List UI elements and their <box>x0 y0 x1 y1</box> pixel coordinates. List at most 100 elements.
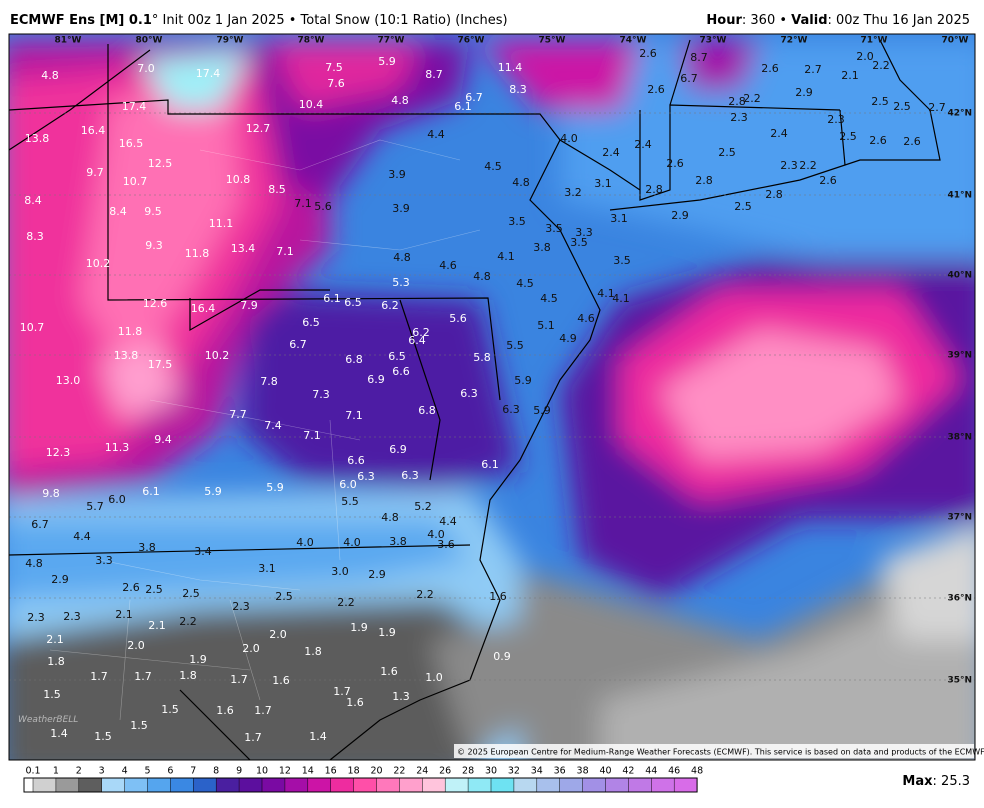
snow-value: 6.5 <box>302 316 320 329</box>
snow-value: 2.1 <box>841 69 859 82</box>
snow-value: 5.9 <box>533 404 551 417</box>
snow-value: 6.8 <box>418 404 436 417</box>
snow-value: 11.1 <box>209 217 234 230</box>
snow-value: 5.6 <box>314 200 332 213</box>
snow-value: 5.9 <box>266 481 284 494</box>
snow-value: 3.8 <box>533 241 551 254</box>
snow-value: 3.6 <box>437 538 455 551</box>
longitude-label: 73°W <box>700 36 727 46</box>
snow-value: 6.4 <box>408 334 426 347</box>
snow-value: 4.8 <box>391 94 409 107</box>
snow-value: 6.1 <box>481 458 499 471</box>
snow-value: 2.2 <box>872 59 890 72</box>
colorbar-cell <box>674 778 698 792</box>
longitude-label: 81°W <box>55 36 82 46</box>
snow-value: 5.6 <box>449 312 467 325</box>
colorbar-cell <box>491 778 514 792</box>
colorbar-tick-label: 16 <box>325 766 337 777</box>
snow-value: 6.3 <box>502 403 520 416</box>
snow-value: 3.9 <box>388 168 406 181</box>
geo-labels: 81°W 80°W 79°W 78°W 77°W 76°W 75°W 74°W 73°W 72°W… <box>55 36 972 686</box>
snow-value: 2.5 <box>839 130 857 143</box>
colorbar-tick-label: 26 <box>439 766 451 777</box>
snow-value: 3.1 <box>610 212 628 225</box>
snow-value: 0.9 <box>493 650 511 663</box>
snow-value: 13.8 <box>25 132 50 145</box>
snow-value: 1.4 <box>50 727 68 740</box>
colorbar-cell <box>651 778 675 792</box>
snow-value: 7.1 <box>303 429 321 442</box>
snow-value: 1.5 <box>43 688 61 701</box>
colorbar-tick-label: 42 <box>622 766 634 777</box>
colorbar-cell <box>445 778 469 792</box>
colorbar-tick-label: 6 <box>167 766 173 777</box>
snow-value: 1.5 <box>130 719 148 732</box>
colorbar-tick-label: 9 <box>236 766 242 777</box>
snow-value: 9.3 <box>145 239 163 252</box>
snow-value: 2.0 <box>269 628 287 641</box>
county-lines <box>49 139 481 721</box>
snow-value: 12.7 <box>246 122 271 135</box>
snow-value: 2.6 <box>639 47 657 60</box>
colorbar-cell <box>582 778 606 792</box>
snow-value: 2.3 <box>27 611 45 624</box>
snow-value: 3.4 <box>194 545 212 558</box>
colorbar-cell <box>124 778 148 792</box>
snow-value: 5.5 <box>341 495 359 508</box>
snow-value: 3.1 <box>258 562 276 575</box>
snow-value: 2.7 <box>804 63 822 76</box>
snow-value: 2.8 <box>695 174 713 187</box>
snow-value: 2.6 <box>761 62 779 75</box>
snow-value: 13.0 <box>56 374 81 387</box>
snow-value: 4.4 <box>73 530 91 543</box>
snow-value: 8.3 <box>509 83 527 96</box>
snow-value: 7.6 <box>327 77 345 90</box>
snow-value: 17.5 <box>148 358 173 371</box>
snow-value: 2.2 <box>337 596 355 609</box>
colorbar-tick-label: 22 <box>393 766 405 777</box>
snow-value: 12.6 <box>143 297 168 310</box>
snow-value: 4.8 <box>512 176 530 189</box>
snow-value: 1.7 <box>254 704 272 717</box>
snow-value: 5.3 <box>392 276 410 289</box>
snow-value: 5.5 <box>506 339 524 352</box>
snow-value: 4.4 <box>439 515 457 528</box>
snow-value: 1.7 <box>333 685 351 698</box>
colorbar-cell <box>239 778 262 792</box>
snow-value: 2.3 <box>232 600 250 613</box>
borders <box>9 39 941 760</box>
snow-value: 4.5 <box>540 292 558 305</box>
snow-value: 1.9 <box>189 653 207 666</box>
colorbar-tick-label: 0.1 <box>25 766 40 777</box>
snow-value: 11.8 <box>118 325 143 338</box>
snow-value: 2.6 <box>819 174 837 187</box>
header-valid: Hour: 360 • Valid: 00z Thu 16 Jan 2025 <box>706 13 970 28</box>
longitude-label: 74°W <box>620 36 647 46</box>
snow-value: 10.2 <box>205 349 230 362</box>
snow-value: 4.1 <box>497 250 515 263</box>
snow-value: 5.7 <box>86 500 104 513</box>
colorbar-tick-label: 34 <box>531 766 543 777</box>
snow-value: 6.5 <box>344 296 362 309</box>
colorbar-tick-label: 28 <box>462 766 474 777</box>
snow-value: 6.7 <box>465 91 483 104</box>
snow-value: 3.5 <box>508 215 526 228</box>
snow-value: 5.2 <box>414 500 432 513</box>
snow-value: 4.0 <box>427 528 445 541</box>
snow-value: 6.1 <box>142 485 160 498</box>
colorbar-tick-label: 18 <box>348 766 360 777</box>
snow-value: 6.5 <box>388 350 406 363</box>
snow-value: 8.7 <box>425 68 443 81</box>
snow-value: 1.6 <box>346 696 364 709</box>
snow-value: 6.3 <box>460 387 478 400</box>
colorbar-cell <box>78 778 102 792</box>
snow-value: 17.4 <box>122 100 147 113</box>
snow-value: 8.4 <box>109 205 127 218</box>
snow-value: 3.5 <box>545 222 563 235</box>
hour-val: : 360 • <box>742 13 791 28</box>
snow-value: 4.0 <box>343 536 361 549</box>
snow-value: 6.7 <box>289 338 307 351</box>
colorbar-cell <box>24 778 33 792</box>
map-frame <box>8 33 976 761</box>
snow-value: 9.5 <box>144 205 162 218</box>
